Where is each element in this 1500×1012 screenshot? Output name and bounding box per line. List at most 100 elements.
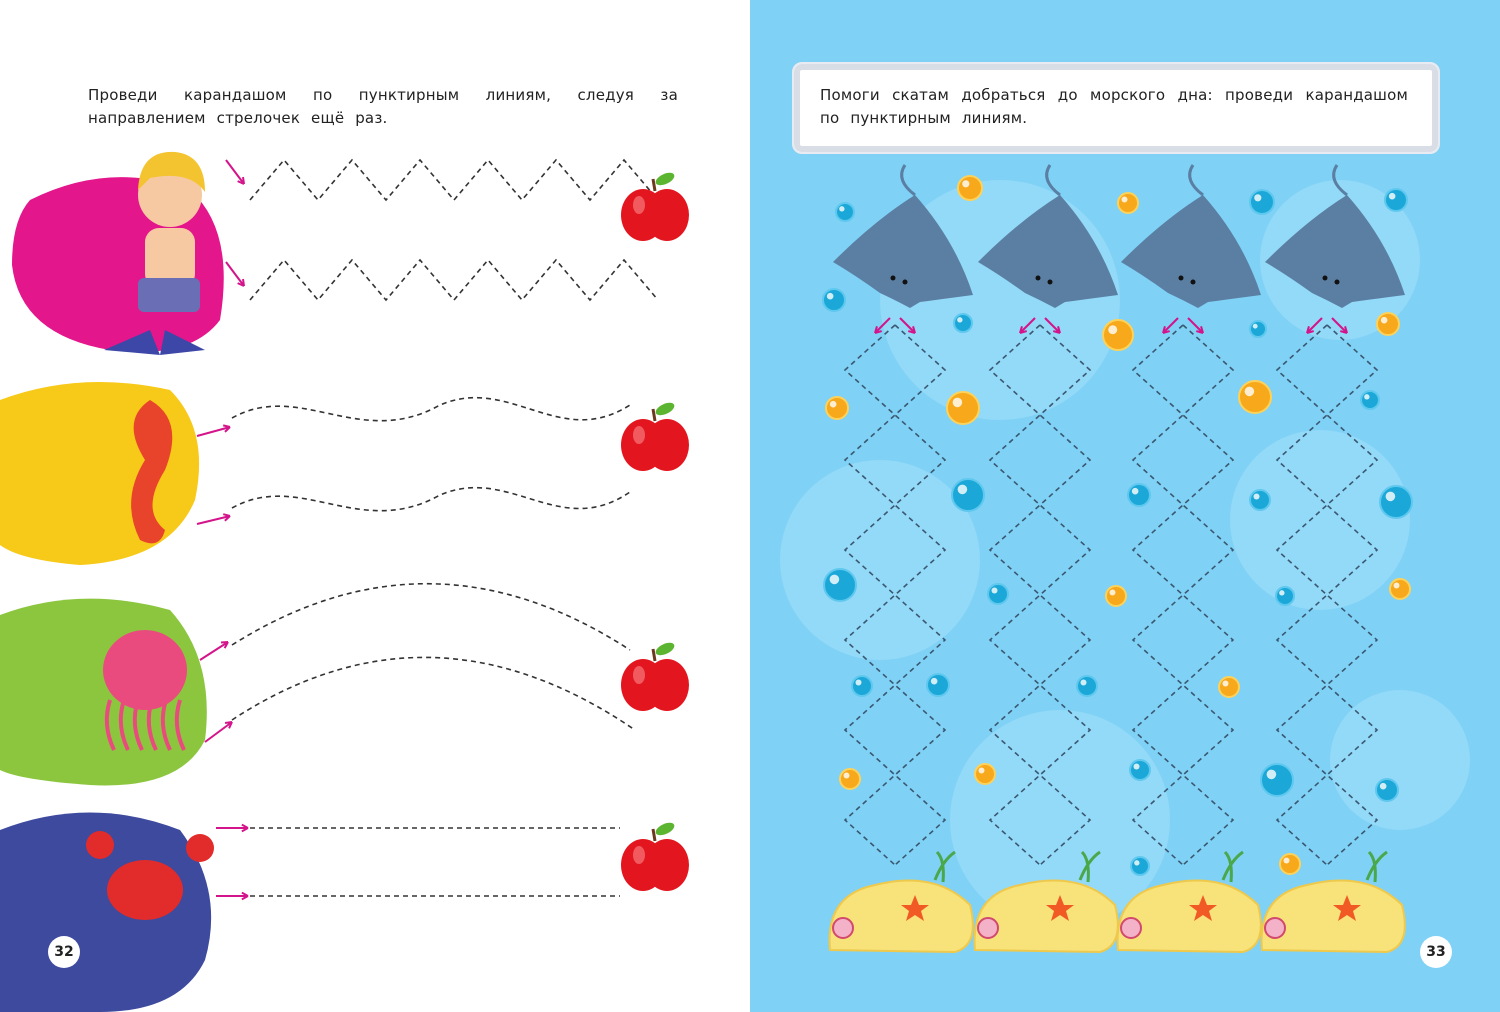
bubble-shine <box>962 180 970 188</box>
bubble-shine <box>1254 194 1262 202</box>
seaweed-icon <box>1221 850 1244 883</box>
seashell-icon <box>1264 917 1286 939</box>
bubble-icon <box>1384 188 1408 212</box>
zigzag-dotted-path <box>249 258 659 302</box>
arrow-head-icon <box>241 891 249 901</box>
bubble-shine <box>1131 487 1139 495</box>
arrow-head-icon <box>1019 326 1028 334</box>
bubble-icon <box>835 202 855 222</box>
bubble-icon <box>1130 856 1150 876</box>
apple-shine <box>633 666 645 684</box>
page-number-right: 33 <box>1420 936 1452 968</box>
starfish-icon <box>1189 895 1217 921</box>
bubble-icon <box>1389 578 1411 600</box>
bubble-icon <box>1127 483 1151 507</box>
background-circle <box>1330 690 1470 830</box>
wave-dotted-path <box>231 486 631 512</box>
jellyfish-tentacle <box>146 699 158 751</box>
bubble-shine <box>1109 589 1116 596</box>
sand-mound-icon <box>828 879 974 954</box>
bubble-icon <box>974 763 996 785</box>
bubble-shine <box>1134 860 1140 866</box>
bubble-icon <box>1249 320 1267 338</box>
apple-icon <box>645 659 689 711</box>
apple-stem <box>651 828 657 842</box>
seahorse-icon <box>131 400 173 544</box>
arrow-icon <box>1044 317 1061 334</box>
apple-shine <box>633 846 645 864</box>
stingray-eye <box>1190 279 1196 285</box>
bubble-icon <box>1275 586 1295 606</box>
background-circle <box>950 710 1170 930</box>
sand-mound-icon <box>973 879 1119 954</box>
bubble-icon <box>987 583 1009 605</box>
arrow-icon <box>196 426 231 437</box>
boy-body <box>145 228 195 288</box>
arrow-head-icon <box>237 176 245 185</box>
apple-stem <box>651 648 657 662</box>
background-circle <box>780 460 980 660</box>
bubble-shine <box>1108 325 1118 335</box>
starfish-icon <box>901 895 929 921</box>
background-bubbles <box>780 180 1470 930</box>
stingray-icon <box>833 195 973 308</box>
arrow-icon <box>204 721 233 743</box>
arrow-head-icon <box>222 424 231 433</box>
stingray-eye <box>1035 275 1041 281</box>
bubble-icon <box>1360 390 1380 410</box>
seashell-icon <box>977 917 999 939</box>
bubble-shine <box>855 679 862 686</box>
apple-leaf <box>655 822 675 836</box>
arrow-icon <box>1162 317 1179 334</box>
bubble-icon <box>1260 763 1294 797</box>
instruction-right: Помоги скатам добраться до морского дна:… <box>820 86 1408 127</box>
bubble-shine <box>978 767 985 774</box>
bubble-icon <box>839 768 861 790</box>
arrow-head-icon <box>1052 326 1061 334</box>
bubble-shine <box>1380 316 1388 324</box>
starfish-icon <box>1046 895 1074 921</box>
apple-icon <box>645 419 689 471</box>
stingray-tail <box>1332 164 1348 197</box>
bubble-icon <box>946 391 980 425</box>
arrow-head-icon <box>224 721 233 729</box>
bubble-shine <box>1121 196 1128 203</box>
bubble-icon <box>823 568 857 602</box>
bubble-shine <box>829 574 840 585</box>
bubble-icon <box>1249 489 1271 511</box>
apple-leaf <box>655 172 675 186</box>
arrow-head-icon <box>220 641 229 649</box>
bubble-shine <box>957 484 968 495</box>
bubble-shine <box>1253 493 1260 500</box>
bubble-icon <box>1129 759 1151 781</box>
stingray-tail <box>1045 164 1061 197</box>
stingray-eye <box>1178 275 1184 281</box>
jellyfish-icon <box>103 630 187 710</box>
background-circle <box>1230 430 1410 610</box>
apple-icon <box>645 839 689 891</box>
arrow-head-icon <box>237 278 245 287</box>
bubble-icon <box>825 396 849 420</box>
bubble-shine <box>1222 680 1229 687</box>
bubble-shine <box>1252 323 1258 329</box>
bubble-shine <box>1379 782 1387 790</box>
stingray-icon <box>1265 195 1405 308</box>
arrow-icon <box>874 317 891 334</box>
stingray-eye <box>890 275 896 281</box>
arc-dotted-path <box>231 582 631 651</box>
bubble-icon <box>822 288 846 312</box>
seashell-icon <box>1120 917 1142 939</box>
bubble-icon <box>1279 853 1301 875</box>
apple-stem <box>651 408 657 422</box>
stingray-icon <box>1121 195 1261 308</box>
arrow-icon <box>225 261 245 287</box>
arrow-icon <box>1187 317 1204 334</box>
bubble-icon <box>1218 676 1240 698</box>
bubble-shine <box>1244 386 1255 397</box>
bubble-shine <box>1080 679 1087 686</box>
arrow-icon <box>1019 317 1036 334</box>
bubble-shine <box>843 772 850 779</box>
arrow-head-icon <box>1306 326 1315 334</box>
bubble-shine <box>1266 769 1277 780</box>
